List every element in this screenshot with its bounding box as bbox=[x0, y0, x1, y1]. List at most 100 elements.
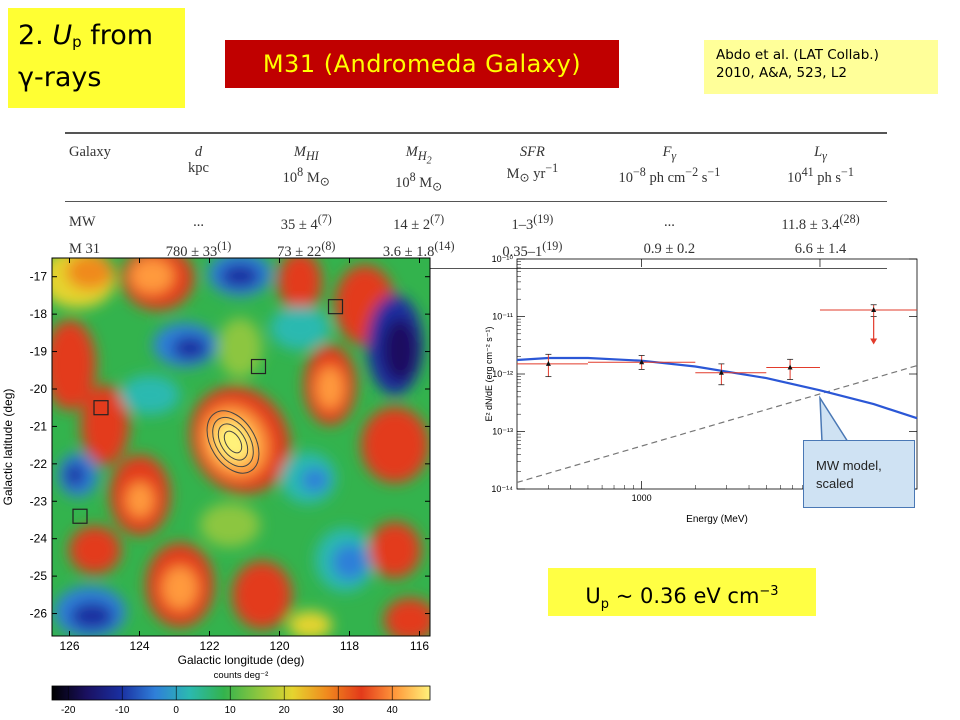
table-cell: 11.8 ± 3.4(28) bbox=[781, 212, 860, 233]
source-marker-square bbox=[72, 508, 88, 524]
title-line2: γ-rays bbox=[18, 62, 102, 93]
colorbar-tick-label: 20 bbox=[279, 705, 291, 716]
table-row: MW... 35 ± 4(7) 14 ± 2(7) 1–3(19)... 11.8 ± … bbox=[65, 202, 887, 236]
map-y-tick-label: -22 bbox=[30, 457, 48, 471]
model-curve bbox=[516, 356, 918, 420]
colorbar-tick-label: -10 bbox=[115, 705, 130, 716]
sed-y-label: E² dN/dE (erg cm⁻² s⁻¹) bbox=[484, 326, 494, 421]
sed-points bbox=[517, 304, 917, 386]
map-image bbox=[52, 258, 430, 636]
map-x-ticks: 126 124 122 120 118 116 bbox=[59, 258, 429, 653]
map-y-tick-label: -17 bbox=[30, 270, 48, 284]
map-y-tick-label: -25 bbox=[30, 569, 48, 583]
map-y-tick-label: -26 bbox=[30, 607, 48, 621]
sed-point-marker bbox=[639, 359, 645, 365]
up-value: ~ 0.36 eV cm bbox=[615, 584, 760, 608]
colorbar-tick-label: 10 bbox=[225, 705, 237, 716]
title-suffix: from bbox=[81, 20, 154, 51]
sed-y-tick-label: 10⁻¹³ bbox=[492, 427, 513, 437]
energy-density-result: Up ~ 0.36 eV cm−3 bbox=[548, 568, 816, 616]
up-exponent: −3 bbox=[759, 584, 779, 599]
table-header-cell: Lγ 1041 ph s−1 bbox=[753, 133, 887, 203]
title-prefix: 2. bbox=[18, 20, 53, 51]
table-cell: 35 ± 4(7) bbox=[280, 212, 332, 233]
sed-point-marker bbox=[871, 306, 877, 312]
table-header-cell: Fγ 10−8 ph cm−2 s−1 bbox=[584, 133, 754, 203]
sed-data-point bbox=[587, 355, 696, 370]
slide-title: 2. Up from γ-rays bbox=[8, 8, 185, 108]
reference-box: Abdo et al. (LAT Collab.) 2010, A&A, 523… bbox=[704, 40, 938, 94]
sed-x-tick-label: 1000 bbox=[632, 493, 652, 503]
table-cell: 14 ± 2(7) bbox=[393, 212, 445, 233]
map-x-tick-label: 126 bbox=[59, 639, 79, 653]
source-marker-square bbox=[250, 358, 267, 375]
counts-map: 126 124 122 120 118 116 -17 -18 -19 -20 -21 -22 -23… bbox=[1, 257, 431, 716]
callout-line2: scaled bbox=[816, 476, 854, 491]
table-header-cell: MHI 108 M⊙ bbox=[255, 133, 358, 203]
table-header-row: Galaxy d kpc MHI 108 M⊙ MH2 108 M⊙ SFR M⊙ yr−1 Fγ… bbox=[65, 133, 887, 203]
table-cell: 1–3(19) bbox=[511, 212, 554, 233]
map-y-tick-label: -21 bbox=[30, 419, 48, 433]
up-symbol: U bbox=[585, 584, 601, 608]
table-header-cell: SFR M⊙ yr−1 bbox=[480, 133, 585, 203]
map-contours bbox=[206, 410, 260, 474]
sed-point-marker bbox=[787, 364, 793, 370]
table-cell: ... bbox=[663, 213, 675, 230]
sed-point-marker bbox=[545, 360, 551, 366]
sed-y-tick-label: 10⁻¹⁴ bbox=[491, 484, 513, 494]
table-cell: 780 ± 33(1) bbox=[165, 238, 232, 260]
table-cell: 0.35–1(19) bbox=[502, 238, 563, 260]
sed-data-point bbox=[819, 304, 917, 345]
map-x-tick-label: 120 bbox=[269, 639, 289, 653]
reference-line2: 2010, A&A, 523, L2 bbox=[716, 65, 847, 81]
callout-line1: MW model, bbox=[816, 458, 882, 473]
table-cell: 6.6 ± 1.4 bbox=[794, 240, 847, 257]
up-subscript: p bbox=[600, 597, 610, 613]
sed-y-tick-label: 10⁻¹⁰ bbox=[492, 254, 514, 264]
map-frame bbox=[51, 257, 431, 637]
colorbar-tick-label: -20 bbox=[61, 705, 76, 716]
colorbar-tick-label: 40 bbox=[387, 705, 399, 716]
title-subscript: p bbox=[72, 33, 82, 51]
map-x-tick-label: 122 bbox=[199, 639, 219, 653]
map-y-tick-label: -24 bbox=[30, 532, 48, 546]
map-y-tick-label: -23 bbox=[30, 494, 48, 508]
table-cell: 73 ± 22(8) bbox=[277, 238, 336, 260]
source-marker-square bbox=[93, 400, 109, 416]
sed-upper-limit-arrow bbox=[870, 338, 878, 345]
colorbar-ticks: -20 -10 0 10 20 30 40 bbox=[61, 686, 398, 716]
colorbar bbox=[51, 685, 431, 701]
sed-y-tick-label: 10⁻¹¹ bbox=[492, 312, 513, 322]
title-symbol: U bbox=[52, 20, 73, 51]
map-x-tick-label: 118 bbox=[340, 639, 359, 653]
map-x-tick-label: 116 bbox=[410, 639, 429, 653]
reference-line1: Abdo et al. (LAT Collab.) bbox=[716, 47, 879, 63]
sed-data-point bbox=[695, 363, 767, 386]
map-y-label: Galactic latitude (deg) bbox=[1, 389, 15, 506]
colorbar-label: counts deg⁻² bbox=[214, 670, 269, 681]
colorbar-tick-label: 30 bbox=[333, 705, 345, 716]
table-header-cell: d kpc bbox=[141, 133, 256, 203]
map-x-tick-label: 124 bbox=[129, 639, 149, 653]
map-y-tick-label: -18 bbox=[30, 307, 48, 321]
galaxy-label: M31 (Andromeda Galaxy) bbox=[225, 40, 619, 88]
table-cell: 0.9 ± 0.2 bbox=[643, 240, 696, 257]
table-cell: ... bbox=[193, 213, 204, 230]
sed-x-label: Energy (MeV) bbox=[686, 514, 748, 525]
table-cell: 3.6 ± 1.8(14) bbox=[382, 238, 455, 260]
table-cell: MW bbox=[69, 213, 96, 230]
sed-data-point bbox=[766, 358, 820, 380]
sed-y-tick-label: 10⁻¹² bbox=[492, 369, 513, 379]
source-markers bbox=[72, 299, 344, 524]
map-x-label: Galactic longitude (deg) bbox=[178, 653, 305, 667]
map-y-tick-label: -20 bbox=[30, 382, 48, 396]
table-row: M 31 780 ± 33(1) 73 ± 22(8) 3.6 ± 1.8(14) 0.… bbox=[65, 236, 887, 268]
sed-lines bbox=[516, 356, 918, 484]
galaxy-properties-table: Galaxy d kpc MHI 108 M⊙ MH2 108 M⊙ SFR M⊙ yr−1 Fγ… bbox=[65, 132, 887, 269]
map-y-ticks: -17 -18 -19 -20 -21 -22 -23 -24 -25 -26 bbox=[30, 270, 430, 621]
source-marker-square bbox=[327, 299, 344, 315]
table-cell: M 31 bbox=[69, 240, 101, 257]
sed-data-point bbox=[517, 353, 588, 378]
map-y-tick-label: -19 bbox=[30, 345, 48, 359]
